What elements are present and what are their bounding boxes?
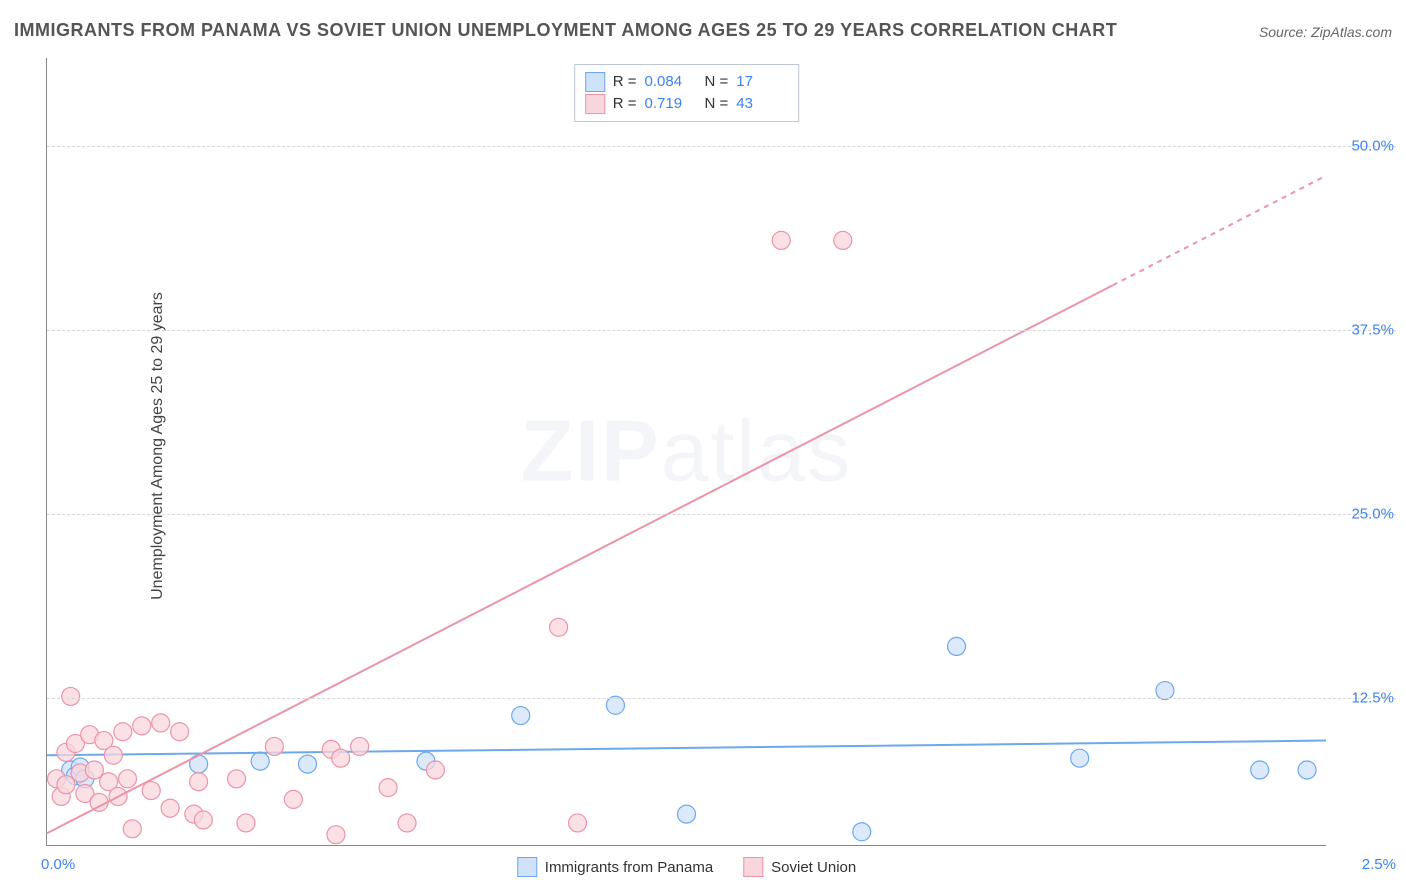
data-point [57, 776, 75, 794]
data-point [161, 799, 179, 817]
trend-line [47, 741, 1326, 756]
correlation-legend: R = 0.084 N = 17 R = 0.719 N = 43 [574, 64, 800, 122]
legend-swatch-icon [585, 94, 605, 114]
data-point [85, 761, 103, 779]
data-point [948, 637, 966, 655]
correlation-legend-row: R = 0.084 N = 17 [585, 71, 789, 93]
legend-n-label: N = [705, 71, 729, 93]
data-point [678, 805, 696, 823]
data-point [142, 782, 160, 800]
data-point [834, 231, 852, 249]
legend-n-label: N = [705, 93, 729, 115]
data-point [194, 811, 212, 829]
legend-swatch-icon [517, 857, 537, 877]
data-point [606, 696, 624, 714]
data-point [284, 790, 302, 808]
gridline-h [47, 330, 1396, 331]
chart-svg-layer [47, 58, 1326, 845]
data-point [190, 773, 208, 791]
data-point [398, 814, 416, 832]
data-point [114, 723, 132, 741]
data-point [569, 814, 587, 832]
y-axis-tick: 25.0% [1351, 506, 1394, 523]
x-axis-end-tick: 2.5% [1362, 856, 1396, 873]
legend-swatch-icon [585, 72, 605, 92]
data-point [123, 820, 141, 838]
data-point [1156, 682, 1174, 700]
source-attribution: Source: ZipAtlas.com [1259, 24, 1392, 40]
data-point [351, 737, 369, 755]
data-point [1298, 761, 1316, 779]
data-point [1071, 749, 1089, 767]
data-point [265, 737, 283, 755]
trend-line-dashed [1113, 176, 1326, 286]
gridline-h [47, 698, 1396, 699]
series-legend-item: Soviet Union [743, 857, 856, 877]
data-point [104, 746, 122, 764]
legend-n-value: 43 [736, 93, 788, 115]
data-point [133, 717, 151, 735]
data-point [550, 618, 568, 636]
legend-r-label: R = [613, 93, 637, 115]
data-point [227, 770, 245, 788]
data-point [237, 814, 255, 832]
trend-line [47, 285, 1113, 833]
y-axis-tick: 50.0% [1351, 138, 1394, 155]
data-point [152, 714, 170, 732]
chart-title: IMMIGRANTS FROM PANAMA VS SOVIET UNION U… [14, 20, 1117, 41]
chart-container: IMMIGRANTS FROM PANAMA VS SOVIET UNION U… [0, 0, 1406, 892]
data-point [251, 752, 269, 770]
series-legend-label: Immigrants from Panama [545, 859, 713, 876]
data-point [171, 723, 189, 741]
data-point [379, 779, 397, 797]
series-legend-label: Soviet Union [771, 859, 856, 876]
data-point [512, 707, 530, 725]
y-axis-tick: 12.5% [1351, 689, 1394, 706]
data-point [62, 687, 80, 705]
x-axis-origin-tick: 0.0% [41, 856, 75, 873]
legend-n-value: 17 [736, 71, 788, 93]
data-point [853, 823, 871, 841]
series-legend: Immigrants from Panama Soviet Union [517, 857, 856, 877]
y-axis-tick: 37.5% [1351, 322, 1394, 339]
plot-area: ZIPatlas R =0.084N =17R =0.719N =43 Immi… [46, 58, 1326, 846]
data-point [299, 755, 317, 773]
correlation-legend-row: R = 0.719 N = 43 [585, 93, 789, 115]
gridline-h [47, 146, 1396, 147]
data-point [332, 749, 350, 767]
legend-r-value: 0.719 [645, 93, 697, 115]
legend-r-label: R = [613, 71, 637, 93]
legend-r-value: 0.084 [645, 71, 697, 93]
data-point [426, 761, 444, 779]
legend-swatch-icon [743, 857, 763, 877]
data-point [119, 770, 137, 788]
data-point [327, 826, 345, 844]
series-legend-item: Immigrants from Panama [517, 857, 713, 877]
data-point [772, 231, 790, 249]
gridline-h [47, 514, 1396, 515]
data-point [1251, 761, 1269, 779]
